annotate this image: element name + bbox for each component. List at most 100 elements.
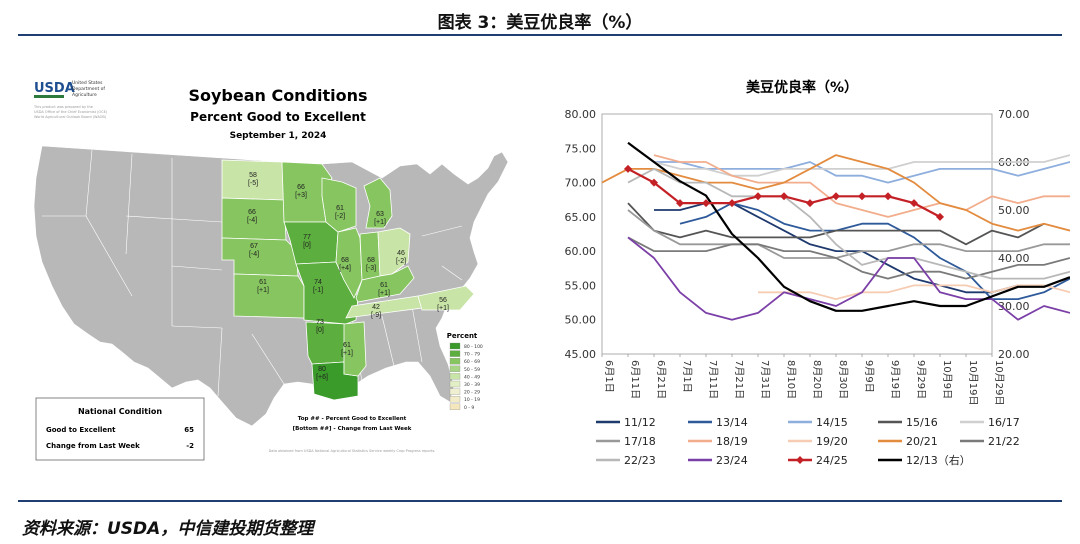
usda-logo: USDA United States Department of Agricul… bbox=[33, 80, 108, 119]
svg-text:This product was prepared by t: This product was prepared by the bbox=[33, 105, 93, 109]
data-point bbox=[676, 199, 684, 208]
map-title: Soybean Conditions bbox=[188, 86, 367, 105]
svg-text:United States: United States bbox=[72, 80, 103, 86]
series-line-12/13（右） bbox=[627, 141, 1070, 312]
legend-label: 0 - 9 bbox=[464, 405, 474, 411]
x-tick-label: 10月9日 bbox=[941, 360, 953, 399]
legend-item: 22/23 bbox=[596, 454, 656, 467]
state-label: 73 bbox=[316, 319, 324, 326]
legend-swatch bbox=[449, 373, 461, 380]
data-point bbox=[780, 192, 788, 201]
state-label: [-9] bbox=[371, 312, 381, 319]
svg-text:Agriculture: Agriculture bbox=[72, 92, 97, 98]
state-label: 66 bbox=[297, 184, 305, 191]
legend-swatch bbox=[449, 358, 461, 365]
legend-label: 18/19 bbox=[716, 435, 748, 448]
legend-label: 15/16 bbox=[906, 416, 938, 429]
data-point bbox=[754, 192, 762, 201]
data-point bbox=[858, 192, 866, 201]
legend-item: 16/17 bbox=[960, 416, 1020, 429]
state-label: [-2] bbox=[396, 258, 406, 265]
legend-label: 50 - 59 bbox=[464, 367, 480, 373]
series-line-21/22 bbox=[627, 236, 1070, 280]
state-WI bbox=[321, 177, 357, 233]
legend-label: 20/21 bbox=[906, 435, 938, 448]
data-point bbox=[702, 199, 710, 208]
data-point bbox=[806, 199, 814, 208]
data-point bbox=[910, 199, 918, 208]
y-left-tick-label: 65.00 bbox=[565, 211, 597, 224]
y-left-tick-label: 70.00 bbox=[565, 177, 597, 190]
state-label: [+1] bbox=[341, 350, 353, 357]
x-tick-label: 10月19日 bbox=[967, 360, 979, 405]
state-lines bbox=[42, 149, 463, 397]
legend-item: 23/24 bbox=[688, 454, 748, 467]
data-point bbox=[728, 199, 736, 208]
legend-label: 13/14 bbox=[716, 416, 748, 429]
state-label: [+4] bbox=[339, 265, 351, 272]
series-line-20/21 bbox=[601, 154, 1070, 232]
svg-text:-2: -2 bbox=[186, 442, 194, 450]
y-right-tick-label: 50.00 bbox=[998, 204, 1030, 217]
state-label: [-1] bbox=[313, 287, 323, 294]
bottom-rule bbox=[18, 500, 1062, 502]
legend-label: 23/24 bbox=[716, 454, 748, 467]
source-note: 资料来源：USDA，中信建投期货整理 bbox=[22, 519, 314, 539]
state-KS bbox=[233, 273, 305, 319]
svg-text:Change from Last Week: Change from Last Week bbox=[46, 442, 140, 450]
legend-swatch bbox=[449, 396, 461, 403]
data-point bbox=[624, 164, 632, 173]
state-label: 77 bbox=[303, 234, 311, 241]
national-condition-box: National Condition Good to Excellent 65 … bbox=[35, 397, 205, 461]
state-label: 74 bbox=[314, 279, 322, 286]
state-label: [+3] bbox=[295, 192, 307, 199]
page-title: 图表 3：美豆优良率（%） bbox=[437, 13, 643, 33]
y-left-tick-label: 50.00 bbox=[565, 314, 597, 327]
map-note-bottom: [Bottom ##] - Change from Last Week bbox=[293, 426, 412, 432]
state-label: [0] bbox=[316, 327, 324, 334]
x-tick-label: 6月21日 bbox=[655, 360, 667, 399]
state-NC bbox=[417, 285, 475, 311]
svg-text:Percent: Percent bbox=[447, 332, 478, 340]
x-tick-label: 6月1日 bbox=[603, 360, 615, 393]
legend-label: 17/18 bbox=[624, 435, 656, 448]
state-label: 61 bbox=[336, 205, 344, 212]
series-line-19/20 bbox=[758, 284, 1070, 301]
legend-label: 40 - 49 bbox=[464, 374, 480, 380]
data-point bbox=[650, 178, 658, 187]
x-tick-label: 7月1日 bbox=[681, 360, 693, 393]
legend-item: 15/16 bbox=[878, 416, 938, 429]
state-IL bbox=[335, 227, 363, 299]
svg-text:USDA: USDA bbox=[34, 81, 75, 96]
legend-label: 80 - 100 bbox=[464, 344, 483, 350]
y-right-tick-label: 40.00 bbox=[998, 252, 1030, 265]
state-labels: 58 [-5] 66 [+3] 61 [-2] 63 [+1] 66 [-4] … bbox=[247, 172, 449, 381]
state-label: [-2] bbox=[335, 213, 345, 220]
legend-item: 12/13（右） bbox=[878, 453, 971, 467]
series-line-16/17 bbox=[653, 154, 1070, 177]
data-point bbox=[936, 212, 944, 221]
svg-text:Department of: Department of bbox=[72, 86, 105, 92]
state-label: [-5] bbox=[248, 180, 258, 187]
legend-label: 60 - 69 bbox=[464, 359, 480, 365]
state-label: [+6] bbox=[316, 374, 328, 381]
legend-label: 19/20 bbox=[816, 435, 848, 448]
series-line-18/19 bbox=[653, 154, 1070, 218]
legend-label: 70 - 79 bbox=[464, 352, 480, 358]
map-data-note: Data obtained from USDA National Agricul… bbox=[269, 449, 436, 453]
x-tick-label: 8月10日 bbox=[785, 360, 797, 399]
plot-frame bbox=[601, 113, 993, 355]
legend-item: 20/21 bbox=[878, 435, 938, 448]
state-label: [-3] bbox=[366, 265, 376, 272]
legend-swatch bbox=[449, 380, 461, 388]
state-label: 66 bbox=[248, 209, 256, 216]
svg-text:National Condition: National Condition bbox=[78, 407, 162, 416]
series-line-23/24 bbox=[627, 236, 1070, 321]
top-rule bbox=[18, 34, 1062, 36]
svg-text:USDA Office of the Chief Econo: USDA Office of the Chief Economist (OCE) bbox=[34, 110, 108, 114]
x-tick-label: 8月20日 bbox=[811, 360, 823, 399]
legend-item: 21/22 bbox=[960, 435, 1020, 448]
legend-label: 11/12 bbox=[624, 416, 656, 429]
state-label: [+1] bbox=[374, 219, 386, 226]
legend-item: 14/15 bbox=[788, 416, 848, 429]
